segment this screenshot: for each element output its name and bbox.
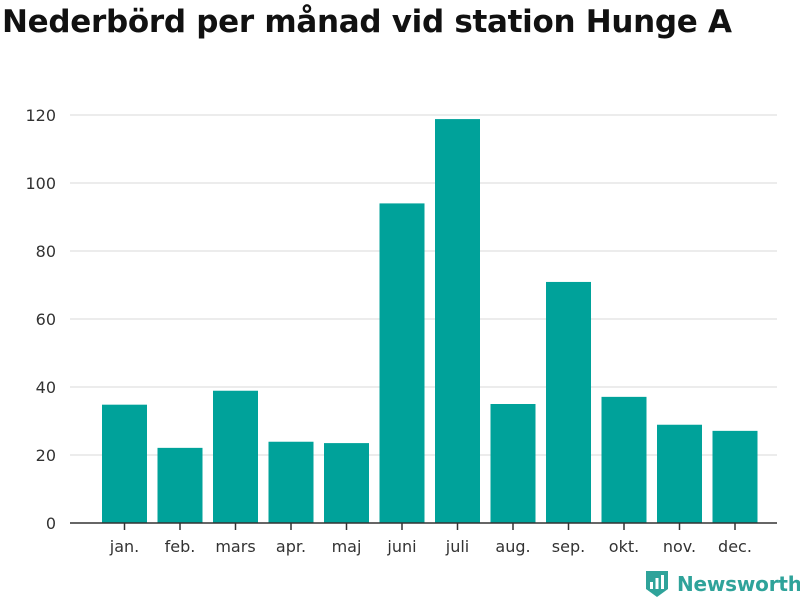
- x-tick-label: nov.: [663, 537, 696, 556]
- bar: [268, 441, 314, 523]
- bar-chart-shield-icon: [646, 571, 668, 597]
- bar: [490, 404, 536, 523]
- x-tick-label: okt.: [609, 537, 639, 556]
- x-axis: [70, 522, 777, 530]
- x-tick-label: mars: [215, 537, 255, 556]
- y-tick-label: 60: [36, 310, 56, 329]
- y-tick-label: 100: [25, 174, 56, 193]
- y-tick-label: 20: [36, 446, 56, 465]
- y-tick-label: 40: [36, 378, 56, 397]
- x-tick-label: apr.: [276, 537, 306, 556]
- x-tick-label: feb.: [165, 537, 196, 556]
- logo-text: Newsworthy: [677, 572, 800, 596]
- bar: [712, 430, 758, 523]
- bar: [157, 447, 203, 523]
- y-tick-label: 0: [46, 514, 56, 533]
- x-tick-label: sep.: [552, 537, 585, 556]
- x-tick-label: jan.: [109, 537, 139, 556]
- bar: [546, 281, 591, 523]
- x-tick-label: aug.: [495, 537, 530, 556]
- bar: [213, 390, 258, 523]
- bars: [102, 119, 758, 523]
- y-tick-labels: 0 20 40 60 80 100 120: [25, 106, 56, 533]
- newsworthy-logo: Newsworthy: [644, 569, 800, 599]
- chart-title: Nederbörd per månad vid station Hunge A: [2, 4, 732, 40]
- y-tick-label: 80: [36, 242, 56, 261]
- bar: [379, 203, 425, 523]
- bar: [102, 404, 147, 523]
- bar: [435, 119, 480, 523]
- x-tick-labels: jan. feb. mars apr. maj juni juli aug. sep. okt. n…: [109, 537, 752, 556]
- bar: [657, 424, 702, 523]
- bar: [601, 396, 647, 523]
- x-tick-label: juli: [445, 537, 469, 556]
- x-tick-label: juni: [386, 537, 416, 556]
- y-tick-label: 120: [25, 106, 56, 125]
- x-tick-label: maj: [332, 537, 362, 556]
- x-tick-label: dec.: [718, 537, 752, 556]
- bar: [324, 443, 369, 523]
